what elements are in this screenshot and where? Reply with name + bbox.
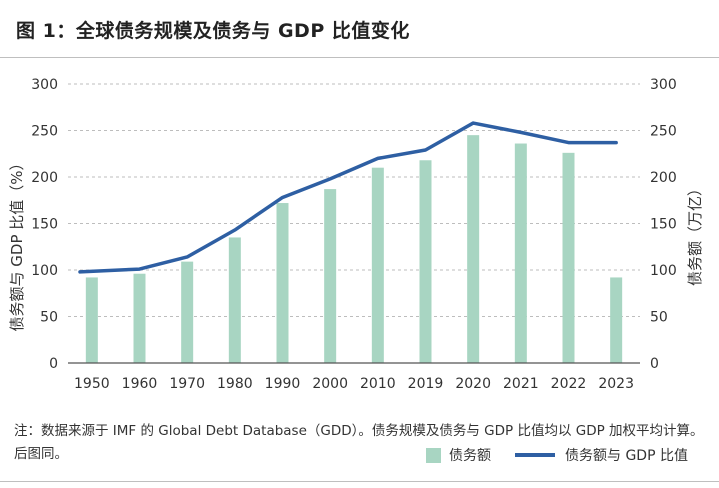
y-left-tick-label: 100 <box>31 263 58 279</box>
y-left-axis-title: 债务额与 GDP 比值（%） <box>8 155 26 331</box>
y-right-tick-label: 50 <box>650 310 668 326</box>
y-left-tick-label: 200 <box>31 170 58 186</box>
x-tick-label: 2021 <box>503 376 539 392</box>
bar <box>371 167 384 363</box>
x-tick-label: 2022 <box>551 376 587 392</box>
bar <box>419 160 432 363</box>
bottom-divider <box>0 481 719 482</box>
bar <box>228 237 241 363</box>
bar <box>324 189 337 363</box>
bar <box>133 273 146 363</box>
x-tick-label: 2023 <box>598 376 634 392</box>
bar <box>514 143 527 363</box>
legend-label-line: 债务额与 GDP 比值 <box>565 448 688 464</box>
bar <box>181 261 194 363</box>
x-tick-label: 2010 <box>360 376 396 392</box>
y-left-tick-label: 150 <box>31 217 58 233</box>
x-tick-label: 2020 <box>455 376 491 392</box>
bar <box>467 135 480 363</box>
y-right-tick-label: 300 <box>650 77 677 93</box>
y-right-tick-label: 100 <box>650 263 677 279</box>
x-tick-label: 2000 <box>312 376 348 392</box>
legend-swatch-bar <box>426 447 441 463</box>
footnote: 注：数据来源于 IMF 的 Global Debt Database（GDD）。… <box>14 423 704 462</box>
x-tick-label: 1970 <box>169 376 205 392</box>
y-right-axis-title: 债务额（万亿） <box>686 181 704 286</box>
legend-item-line: 债务额与 GDP 比值 <box>515 444 688 466</box>
y-right-tick-label: 200 <box>650 170 677 186</box>
x-tick-label: 1990 <box>265 376 301 392</box>
y-left-tick-label: 0 <box>49 356 58 372</box>
y-right-tick-label: 0 <box>650 356 659 372</box>
x-tick-label: 1960 <box>122 376 158 392</box>
y-left-tick-label: 50 <box>40 310 58 326</box>
x-tick-label: 1980 <box>217 376 253 392</box>
y-right-tick-label: 150 <box>650 217 677 233</box>
y-right-tick-label: 250 <box>650 124 677 140</box>
legend-item-bar: 债务额 <box>426 444 491 466</box>
y-left-tick-label: 250 <box>31 124 58 140</box>
ratio-line <box>78 121 618 274</box>
bar <box>610 277 623 363</box>
legend-swatch-line <box>515 453 555 457</box>
bar <box>562 152 575 363</box>
chart-title: 图 1：全球债务规模及债务与 GDP 比值变化 <box>16 20 410 42</box>
title-divider <box>0 57 719 58</box>
y-left-tick-label: 300 <box>31 77 58 93</box>
x-tick-label: 1950 <box>74 376 110 392</box>
bar <box>276 203 289 363</box>
bar <box>85 277 98 363</box>
legend-label-bar: 债务额 <box>449 448 491 464</box>
x-tick-label: 2019 <box>408 376 444 392</box>
